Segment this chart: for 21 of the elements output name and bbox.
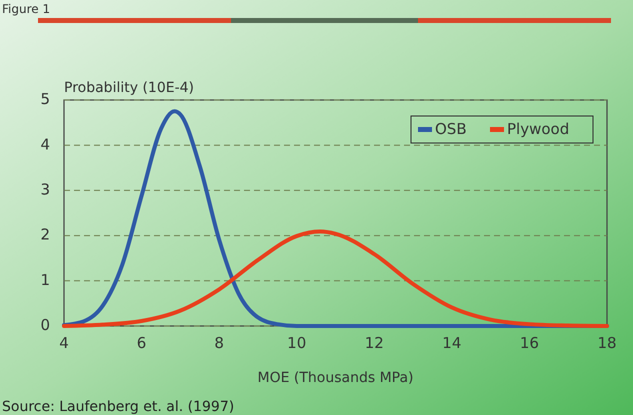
y-tick-label: 3 bbox=[40, 180, 50, 199]
x-tick-label: 12 bbox=[364, 334, 384, 352]
y-axis-title: Probability (10E-4) bbox=[64, 80, 194, 96]
y-tick-label: 4 bbox=[40, 135, 50, 154]
x-tick-label: 10 bbox=[287, 334, 306, 352]
x-tick-label: 14 bbox=[442, 334, 462, 352]
legend-label: OSB bbox=[435, 120, 467, 138]
x-tick-label: 18 bbox=[597, 334, 617, 352]
x-tick-label: 16 bbox=[520, 334, 539, 352]
y-tick-label: 2 bbox=[40, 226, 50, 244]
x-tick-label: 8 bbox=[214, 334, 224, 352]
x-tick-label: 4 bbox=[59, 334, 69, 352]
x-tick-label: 6 bbox=[136, 334, 146, 352]
y-tick-label: 0 bbox=[40, 316, 50, 334]
legend-label: Plywood bbox=[507, 120, 570, 138]
chart-title: Figure 1 bbox=[2, 2, 50, 16]
y-tick-label: 5 bbox=[40, 90, 50, 108]
y-tick-label: 1 bbox=[40, 270, 50, 289]
source-note: Source: Laufenberg et. al. (1997) bbox=[2, 399, 234, 415]
line-series bbox=[62, 230, 609, 328]
x-axis-title: MOE (Thousands MPa) bbox=[257, 370, 414, 386]
